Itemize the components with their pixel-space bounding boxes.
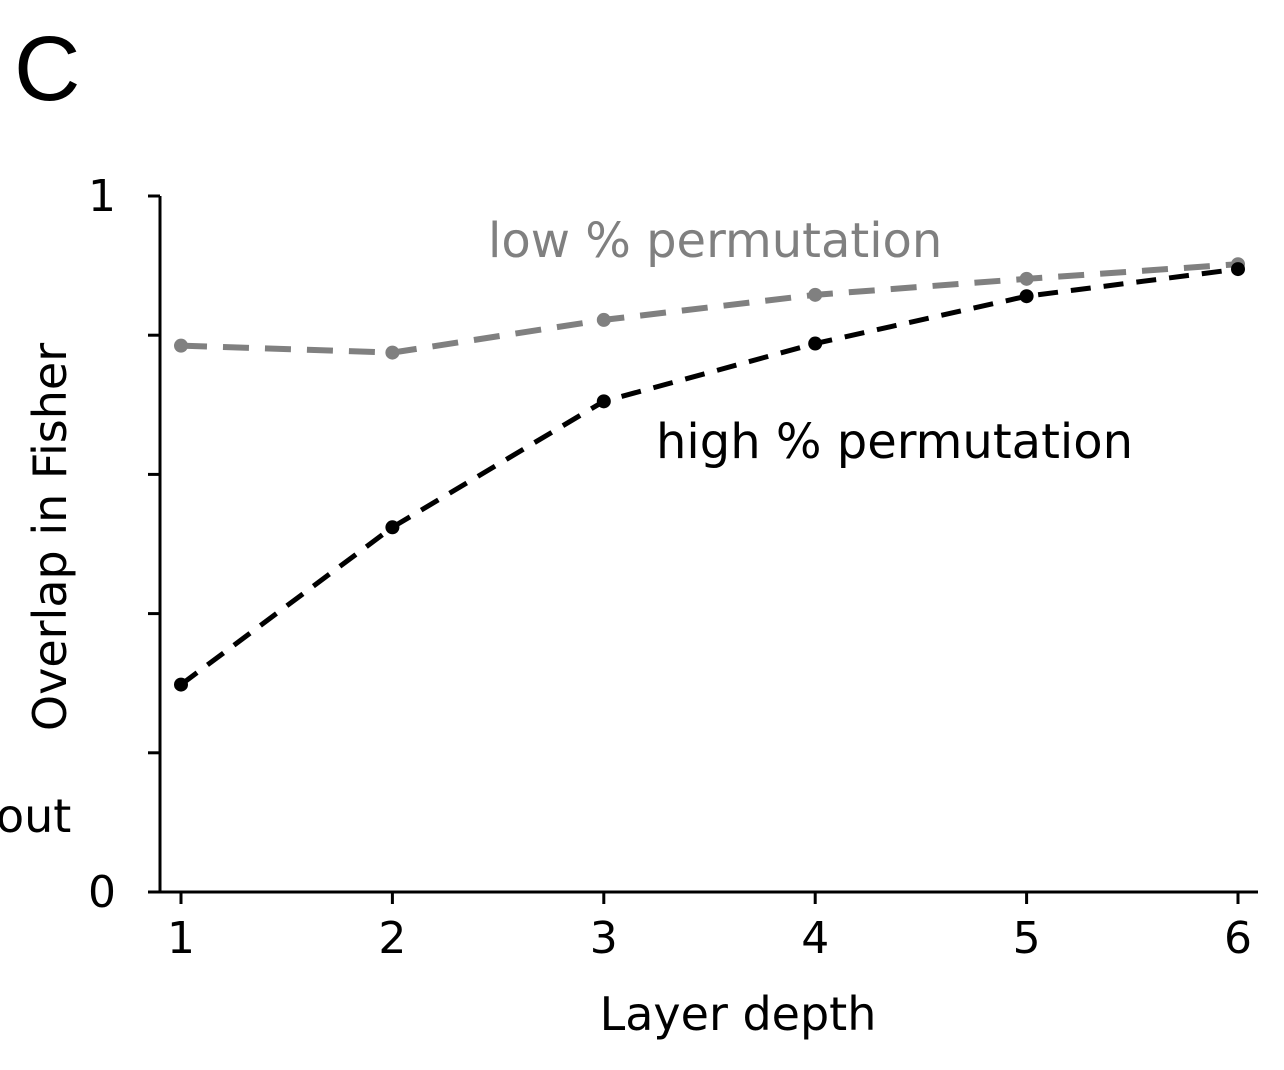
series-label-high: high % permutation	[656, 414, 1133, 470]
series-layer	[174, 257, 1245, 692]
series-label-low: low % permutation	[488, 213, 942, 269]
y-tick-label: 0	[88, 867, 116, 918]
data-point	[596, 394, 611, 409]
data-point	[1231, 262, 1245, 277]
series-line	[179, 266, 1239, 687]
x-tick-label: 3	[590, 913, 618, 964]
cut-off-label: out	[0, 789, 71, 843]
x-ticks: 1 2 3 4 5 6	[167, 892, 1252, 964]
data-point	[596, 312, 611, 327]
data-point	[174, 677, 188, 692]
data-point	[1019, 271, 1034, 286]
data-point	[385, 345, 400, 360]
x-tick-label: 4	[801, 913, 829, 964]
data-point	[1019, 289, 1034, 304]
x-tick-label: 1	[167, 913, 195, 964]
x-tick-label: 5	[1013, 913, 1041, 964]
y-axis-title: Overlap in Fisher	[23, 343, 77, 731]
x-tick-label: 6	[1224, 913, 1252, 964]
x-axis-title: Layer depth	[600, 987, 877, 1041]
y-tick-label: 1	[88, 171, 116, 222]
data-point	[174, 338, 188, 353]
panel-letter: C	[14, 18, 80, 120]
x-tick-label: 2	[378, 913, 406, 964]
data-point	[385, 520, 400, 535]
data-point	[808, 336, 823, 351]
series-line	[180, 261, 1239, 356]
y-ticks: 01	[88, 171, 160, 918]
data-point	[808, 287, 823, 302]
